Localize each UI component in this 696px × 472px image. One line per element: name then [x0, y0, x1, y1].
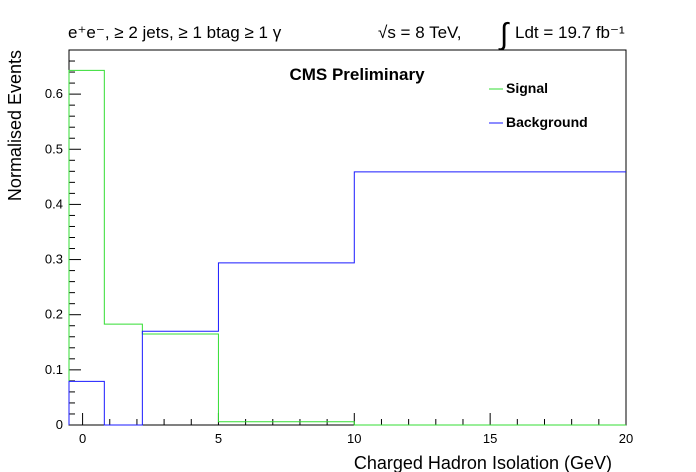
x-tick-label: 0: [79, 431, 86, 446]
cms-preliminary-label: CMS Preliminary: [289, 65, 425, 84]
x-tick-label: 10: [347, 431, 361, 446]
y-axis-title: Normalised Events: [5, 50, 25, 201]
x-tick-label: 5: [215, 431, 222, 446]
background-histogram: [68, 171, 626, 426]
y-tick-label: 0.5: [45, 141, 63, 156]
lumi-text: Ldt = 19.7 fb⁻¹: [515, 23, 625, 42]
plot-frame: [68, 49, 627, 426]
x-tick-label: 20: [619, 431, 633, 446]
legend-signal-label: Signal: [506, 80, 548, 96]
legend: Signal Background: [489, 80, 588, 130]
x-tick-label: 15: [483, 431, 497, 446]
y-tick-label: 0: [56, 417, 63, 432]
integral-symbol: ∫: [498, 18, 510, 51]
y-tick-label: 0.1: [45, 362, 63, 377]
x-axis-title: Charged Hadron Isolation (GeV): [354, 453, 612, 472]
series-layer: [68, 69, 626, 426]
y-tick-label: 0.4: [45, 196, 63, 211]
y-tick-label: 0.2: [45, 307, 63, 322]
legend-background-label: Background: [506, 114, 588, 130]
energy-text: √s = 8 TeV,: [378, 23, 462, 42]
axes: 0 5 10 15 20 0 0.1 0.2 0.3 0.4 0.5 0.6: [45, 49, 633, 446]
y-tick-label: 0.3: [45, 252, 63, 267]
y-tick-label: 0.6: [45, 86, 63, 101]
selection-text: e⁺e⁻, ≥ 2 jets, ≥ 1 btag ≥ 1 γ: [68, 23, 282, 42]
